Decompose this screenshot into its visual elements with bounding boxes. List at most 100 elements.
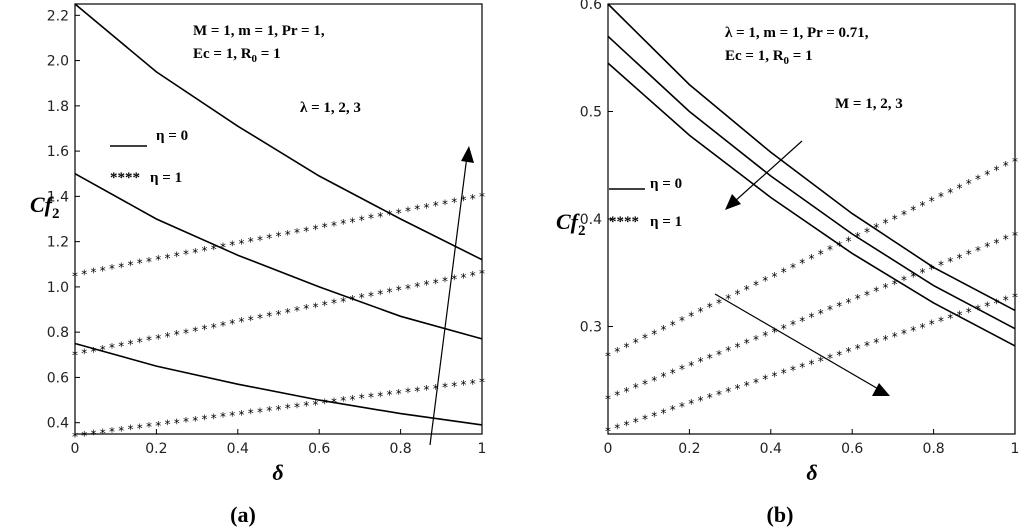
- star-point: *: [136, 421, 143, 435]
- star-point: *: [164, 418, 171, 432]
- star-point: *: [108, 341, 115, 355]
- x-tick-label: 0: [71, 441, 80, 457]
- star-point: *: [863, 288, 870, 302]
- star-point: *: [660, 323, 667, 337]
- y-axis-label-b: Cf2: [556, 209, 586, 239]
- star-point: *: [623, 341, 630, 355]
- star-point: *: [725, 344, 732, 358]
- star-point: *: [349, 215, 356, 229]
- star-point: *: [965, 248, 972, 262]
- star-point: *: [910, 203, 917, 217]
- star-point: *: [386, 388, 393, 402]
- series-line-eta0-2: [607, 62, 1016, 347]
- star-point: *: [330, 219, 337, 233]
- x-tick-label: 0.4: [227, 441, 249, 457]
- star-point: *: [377, 210, 384, 224]
- star-point: *: [891, 277, 898, 291]
- star-point: *: [441, 197, 448, 211]
- star-point: *: [651, 327, 658, 341]
- star-point: *: [275, 230, 282, 244]
- star-point: *: [386, 208, 393, 222]
- star-point: *: [725, 385, 732, 399]
- star-point: *: [358, 214, 365, 228]
- star-point: *: [460, 271, 467, 285]
- star-point: *: [910, 324, 917, 338]
- star-point: *: [632, 415, 639, 429]
- star-point: *: [891, 212, 898, 226]
- x-tick-label: 0.8: [922, 441, 944, 457]
- star-point: *: [669, 318, 676, 332]
- star-point: *: [321, 221, 328, 235]
- star-point: *: [71, 269, 78, 283]
- star-point: *: [882, 333, 889, 347]
- star-point: *: [826, 303, 833, 317]
- star-point: *: [256, 311, 263, 325]
- star-point: *: [275, 308, 282, 322]
- star-point: *: [229, 317, 236, 331]
- y-tick-label: 0.4: [47, 416, 69, 432]
- star-point: *: [752, 333, 759, 347]
- x-axis-label-a: δ: [272, 460, 283, 485]
- star-point: *: [451, 379, 458, 393]
- star-point: *: [715, 296, 722, 310]
- star-point: *: [469, 377, 476, 391]
- star-point: *: [395, 206, 402, 220]
- star-point: *: [118, 260, 125, 274]
- star-point: *: [715, 388, 722, 402]
- star-point: *: [293, 226, 300, 240]
- star-point: *: [891, 330, 898, 344]
- star-point: *: [284, 306, 291, 320]
- legend-line-label-a: η = 0: [156, 128, 188, 144]
- star-point: *: [210, 242, 217, 256]
- star-point: *: [678, 400, 685, 414]
- star-point: *: [423, 383, 430, 397]
- star-point: *: [145, 420, 152, 434]
- star-point: *: [678, 363, 685, 377]
- star-point: *: [965, 177, 972, 191]
- star-point: *: [984, 299, 991, 313]
- star-point: *: [256, 233, 263, 247]
- star-point: *: [145, 334, 152, 348]
- panel-label-a: (a): [230, 502, 256, 527]
- star-point: *: [238, 315, 245, 329]
- star-point: *: [651, 374, 658, 388]
- star-point: *: [266, 404, 273, 418]
- star-point: *: [118, 339, 125, 353]
- star-point: *: [340, 217, 347, 231]
- star-point: *: [614, 389, 621, 403]
- series-stars-eta1-4: * * * * * * * * * * * * * * * * * * * * * * * * * * * * * * * * * * * * * * * *…: [604, 229, 1018, 406]
- star-point: *: [312, 223, 319, 237]
- star-point: *: [155, 332, 162, 346]
- star-point: *: [349, 393, 356, 407]
- star-point: *: [321, 397, 328, 411]
- star-point: *: [632, 381, 639, 395]
- star-point: *: [478, 267, 485, 281]
- x-axis-label-b: δ: [806, 460, 817, 485]
- star-point: *: [414, 203, 421, 217]
- star-point: *: [799, 360, 806, 374]
- star-point: *: [312, 398, 319, 412]
- star-point: *: [947, 255, 954, 269]
- legend-star-label-b: η = 1: [650, 214, 682, 230]
- star-point: *: [229, 239, 236, 253]
- star-point: *: [789, 318, 796, 332]
- star-point: *: [303, 399, 310, 413]
- star-point: *: [219, 319, 226, 333]
- star-point: *: [688, 397, 695, 411]
- star-point: *: [826, 243, 833, 257]
- params-line2-b: Ec = 1, R0 = 1: [725, 48, 813, 67]
- star-point: *: [641, 378, 648, 392]
- star-point: *: [201, 323, 208, 337]
- series-group-b: * * * * * * * * * * * * * * * * * * * * * * * * * * * * * * * * * * * * * * * *…: [604, 3, 1019, 439]
- x-tick-label: 0.6: [841, 441, 863, 457]
- trend-arrow-head-b1: [725, 194, 741, 210]
- star-point: *: [900, 327, 907, 341]
- trend-arrow-head-a: [461, 146, 474, 163]
- star-point: *: [219, 410, 226, 424]
- star-point: *: [900, 274, 907, 288]
- star-point: *: [404, 205, 411, 219]
- x-tick-label: 0.2: [145, 441, 167, 457]
- x-tick-label: 0.8: [389, 441, 411, 457]
- star-point: *: [697, 305, 704, 319]
- x-ticks-a: 0 0.2 0.4 0.6 0.8 1: [71, 429, 486, 457]
